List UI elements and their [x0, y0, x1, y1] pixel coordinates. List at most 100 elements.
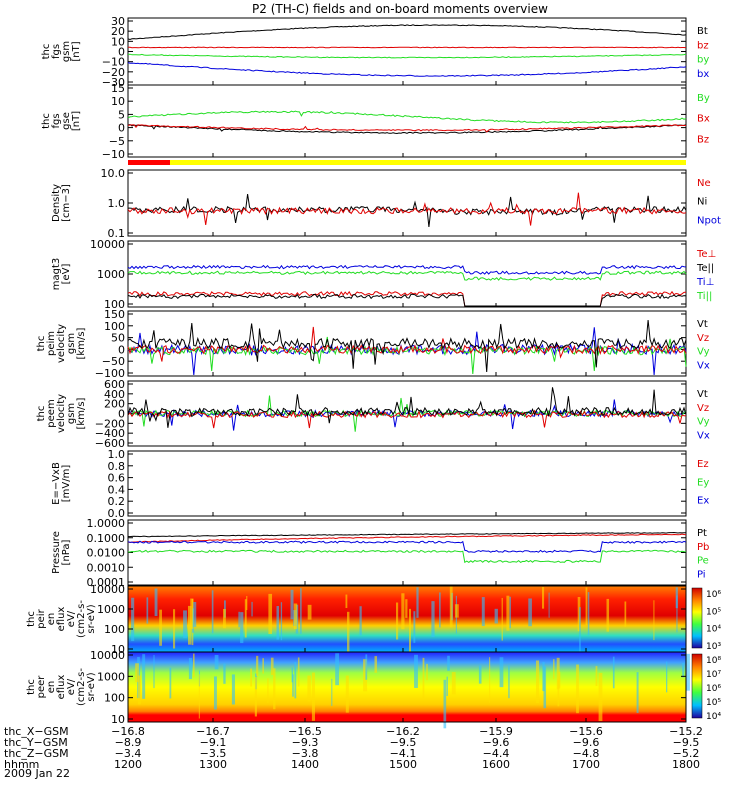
x-tick-label: 1300	[199, 758, 227, 771]
spectrogram-streak	[190, 598, 194, 629]
y-axis-label: velocity	[56, 324, 67, 363]
spectrogram-streak	[556, 657, 560, 690]
spectrogram-streak	[449, 586, 453, 628]
colorbar-label: 10⁶	[706, 684, 721, 694]
y-axis-label: en	[46, 613, 57, 626]
spectrogram-streak	[405, 599, 408, 618]
spectrogram-streak	[509, 596, 511, 629]
colorbar	[691, 587, 703, 649]
legend-entry: Pb	[697, 542, 709, 553]
spectrogram-streak	[193, 602, 197, 627]
legend-entry: Vx	[697, 360, 710, 371]
spectrogram-streak	[345, 594, 348, 609]
y-axis-label: (cm2-s-	[76, 600, 87, 638]
y-axis-label: Density	[51, 184, 62, 222]
x-tick-label: 1700	[572, 758, 600, 771]
ne-line	[127, 192, 687, 226]
x-tick-label: −3.8	[292, 747, 319, 760]
bx-line	[127, 124, 687, 135]
spectrogram-streak	[307, 675, 311, 702]
panel-elec_spec: 10⁸ 10⁷ 10⁶ 10⁵ 10⁴ 10000 1000 100 10 thc peer en ef…	[26, 649, 721, 729]
y-tick-label: 10000	[90, 583, 125, 596]
spectrogram-streak	[169, 667, 172, 699]
spectrogram-streak	[431, 601, 435, 638]
spectrogram-streak	[439, 592, 441, 628]
y-axis-label: fgs	[51, 44, 62, 59]
legend-entry: bz	[697, 40, 709, 51]
legend-entry: Ti⊥	[696, 277, 714, 288]
spectrogram-streak	[499, 657, 504, 688]
vx-line	[127, 327, 687, 376]
x-tick-label: −3.4	[115, 747, 142, 760]
legend-entry: Vz	[697, 333, 709, 344]
spectrogram-streak	[666, 661, 668, 693]
y-tick-label: 0.0001	[87, 576, 126, 589]
y-tick-label: 10	[111, 35, 125, 48]
spectrogram-streak	[548, 592, 550, 618]
y-axis-label: [cm−3]	[61, 184, 72, 222]
y-axis-label: sr-eV)	[86, 604, 97, 633]
spectrogram-streak	[478, 665, 482, 684]
spectrogram-streak	[653, 600, 655, 641]
spectrogram-streak	[214, 654, 219, 670]
y-tick-label: 0	[118, 408, 125, 421]
spectrogram-streak	[254, 676, 257, 717]
spectrogram-streak	[636, 672, 639, 713]
y-axis-label: thc	[26, 679, 37, 695]
legend-entry: Pt	[697, 528, 707, 539]
mode-bar-yellow	[170, 160, 686, 165]
ni-line	[128, 194, 687, 227]
spectrogram-streak	[244, 599, 247, 638]
x-tick-label: 1200	[114, 758, 142, 771]
y-tick-label: 5	[118, 108, 125, 121]
y-tick-label: −600	[95, 437, 125, 450]
y-tick-label: −10	[102, 148, 125, 161]
spectrogram-streak	[501, 597, 503, 641]
y-tick-label: 0	[118, 122, 125, 135]
colorbar-label: 10⁸	[706, 656, 721, 666]
y-tick-label: 0.0	[108, 507, 126, 520]
spectrogram-streak	[595, 666, 598, 686]
x-tick-label: 1400	[291, 758, 319, 771]
colorbar-label: 10³	[706, 642, 721, 652]
spectrogram-streak	[231, 674, 235, 705]
y-tick-label: 150	[104, 308, 125, 321]
spectrogram-streak	[290, 589, 294, 620]
spectrogram-streak	[273, 668, 276, 710]
y-tick-label: 1.0	[108, 448, 126, 461]
y-tick-label: −10	[102, 56, 125, 69]
y-tick-label: 10	[111, 713, 125, 726]
legend-entry: Bz	[697, 134, 709, 145]
y-axis-label: eV/	[66, 678, 77, 695]
colorbar-label: 10⁴	[706, 712, 721, 722]
spectrogram-streak	[624, 601, 627, 627]
x-row-label: thc_Y−GSM	[4, 736, 68, 749]
x-tick-label: 1500	[389, 758, 417, 771]
y-tick-label: 600	[104, 378, 125, 391]
y-axis-label: thc	[26, 611, 37, 627]
legend-entry: Bx	[697, 114, 710, 125]
spectrogram-streak	[159, 609, 162, 646]
by-line	[127, 110, 687, 124]
y-axis-label: thc	[36, 406, 47, 422]
spectrogram-streak	[173, 609, 176, 649]
spectrogram-streak	[297, 657, 300, 687]
y-axis-label: peir	[36, 608, 47, 628]
y-tick-label: 0.0010	[87, 561, 126, 574]
legend-entry: Vx	[697, 430, 710, 441]
vy-line	[127, 336, 687, 375]
y-axis-label: Pressure	[51, 531, 62, 574]
y-axis-label: gsm	[61, 41, 72, 62]
panel-frame	[127, 310, 687, 377]
y-tick-label: 0	[118, 46, 125, 59]
spectrogram-streak	[153, 654, 155, 689]
colorbar-label: 10⁵	[706, 698, 721, 708]
bx-line	[127, 62, 687, 77]
spectrogram-streak	[146, 597, 149, 624]
x-tick-label: −15.2	[669, 725, 703, 738]
spectrogram-streak	[612, 656, 615, 689]
legend-entry: Pi	[697, 569, 706, 580]
